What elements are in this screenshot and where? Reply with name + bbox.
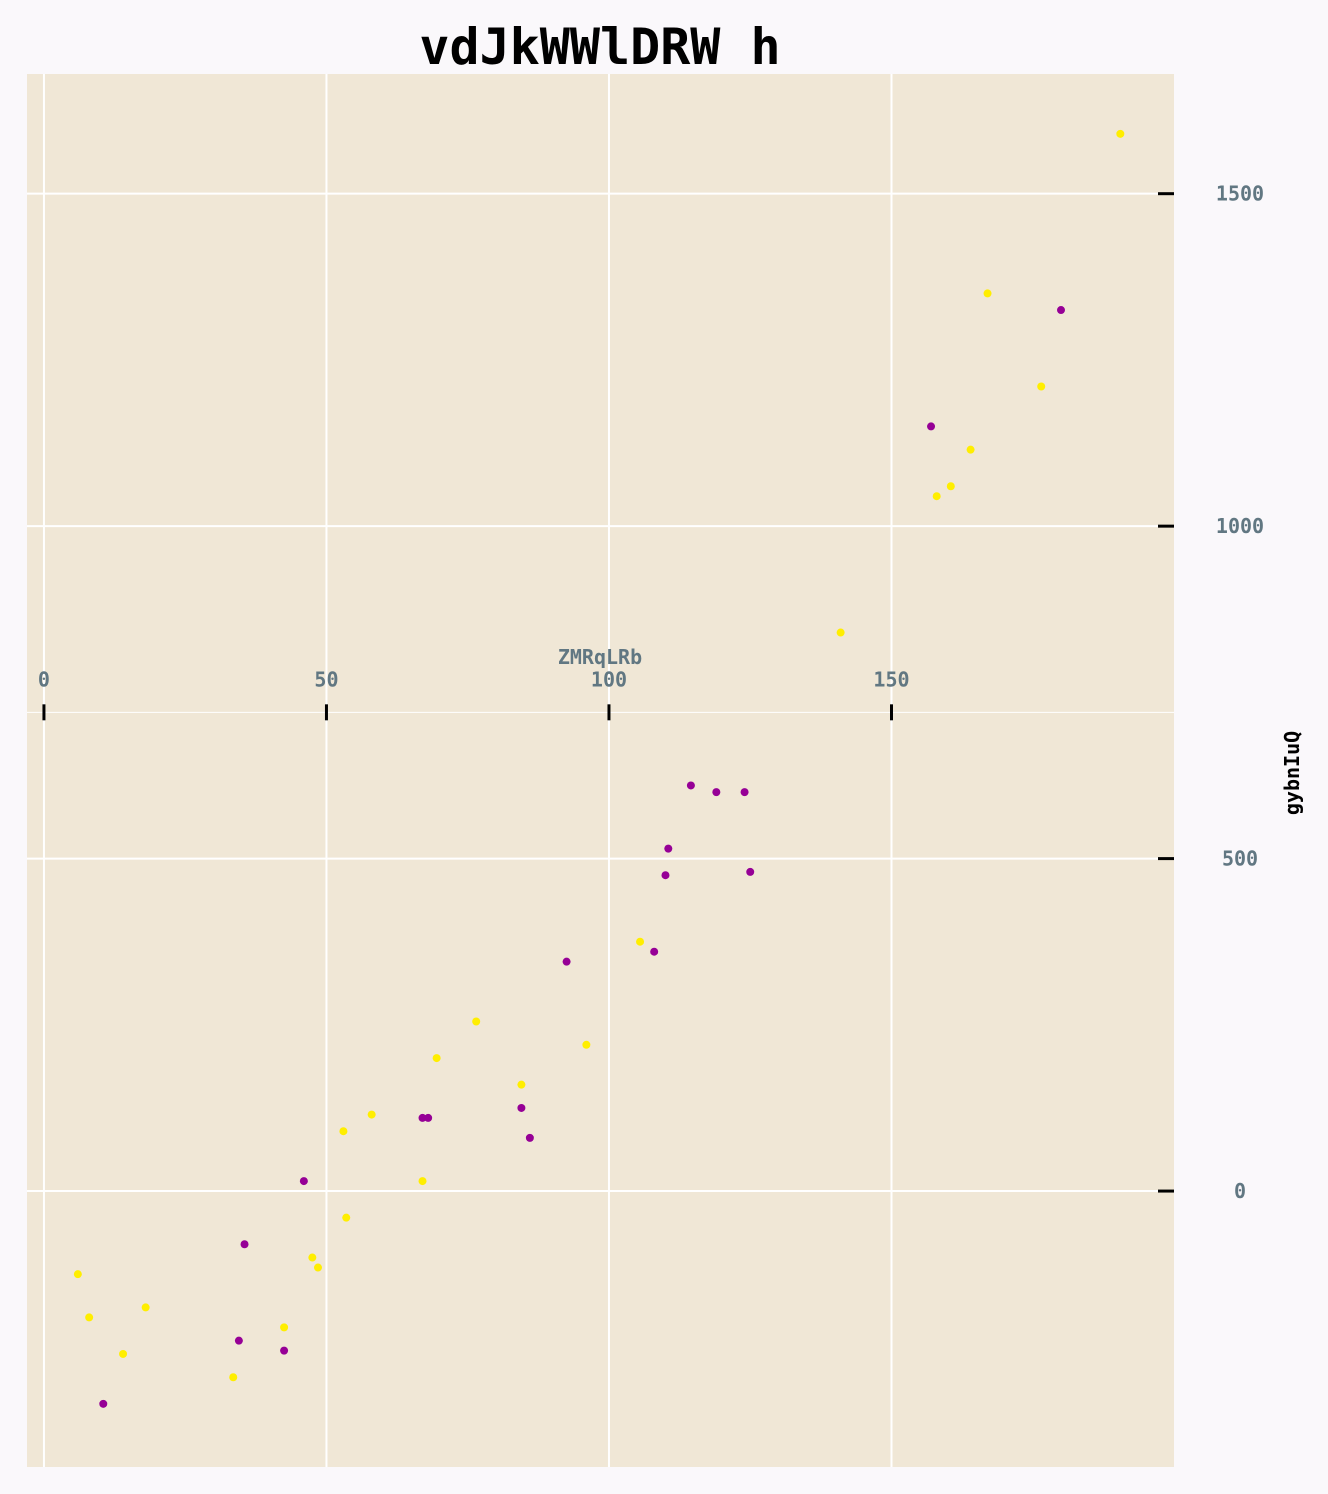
y-tick-label: 1000 [1216,514,1264,538]
data-point-series-0 [85,1313,94,1322]
data-point-series-0 [308,1253,317,1262]
data-point-series-0 [342,1213,351,1222]
data-point-series-1 [99,1399,108,1408]
data-point-series-1 [280,1346,289,1355]
data-points [73,129,1125,1408]
data-point-series-0 [836,628,845,637]
data-point-series-1 [740,788,749,797]
data-point-series-1 [424,1113,433,1122]
data-point-series-1 [664,844,673,853]
chart-title: vdJkWWlDRW h [419,18,780,76]
data-point-series-0 [932,492,941,501]
y-tick-label: 500 [1222,847,1258,871]
data-point-series-0 [966,445,975,454]
data-point-series-0 [119,1349,128,1358]
data-point-series-0 [1116,129,1125,138]
x-tick-label: 0 [38,667,50,691]
x-tick-label: 50 [314,667,338,691]
grid-lines [27,74,1174,1467]
data-point-series-1 [418,1113,427,1122]
data-point-series-0 [517,1080,526,1089]
data-point-series-1 [686,781,695,790]
data-point-series-1 [927,422,936,431]
data-point-series-0 [313,1263,322,1272]
data-point-series-0 [73,1270,82,1279]
data-point-series-0 [229,1373,238,1382]
data-point-series-0 [339,1127,348,1136]
data-point-series-0 [432,1054,441,1063]
data-point-series-1 [562,957,571,966]
data-point-series-0 [1037,382,1046,391]
data-point-series-0 [472,1017,481,1026]
x-tick-label: 100 [591,667,627,691]
data-point-series-1 [746,867,755,876]
data-point-series-0 [636,937,645,946]
x-tick-label: 150 [873,667,909,691]
x-axis-label: ZMRqLRb [558,645,642,669]
data-point-series-0 [582,1040,591,1049]
data-point-series-0 [141,1303,150,1312]
data-point-series-1 [240,1240,249,1249]
data-point-series-0 [367,1110,376,1119]
data-point-series-1 [650,947,659,956]
y-tick-label: 1500 [1216,182,1264,206]
data-point-series-0 [946,482,955,491]
data-point-series-1 [517,1103,526,1112]
data-point-series-1 [234,1336,243,1345]
plot-area [27,74,1174,1467]
data-point-series-1 [712,788,721,797]
y-tick-label: 0 [1234,1179,1246,1203]
data-point-series-0 [418,1177,427,1186]
data-point-series-1 [299,1177,308,1186]
data-point-series-1 [525,1133,534,1142]
data-point-series-0 [983,289,992,298]
data-point-series-1 [661,871,670,880]
y-axis-label: gybnIuQ [1280,731,1304,815]
data-point-series-0 [280,1323,289,1332]
data-point-series-1 [1056,306,1065,315]
